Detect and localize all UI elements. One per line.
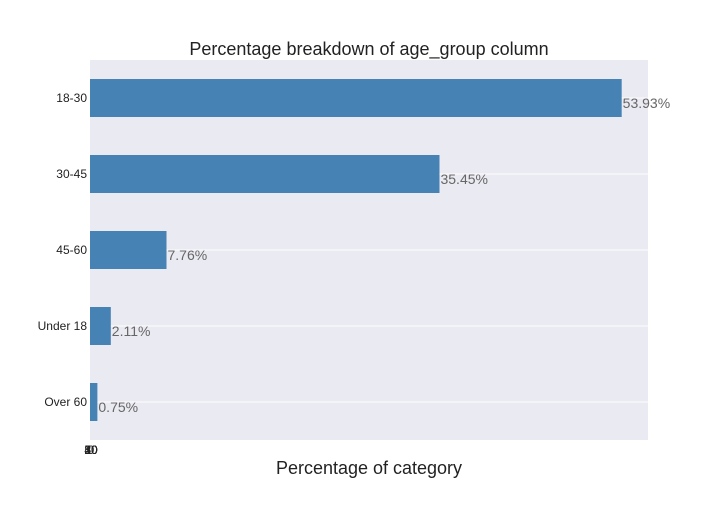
y-tick-label: 18-30 xyxy=(56,91,87,105)
data-label: 0.75% xyxy=(98,399,138,415)
bar xyxy=(90,79,622,117)
bar xyxy=(90,307,111,345)
data-label: 35.45% xyxy=(440,171,487,187)
y-tick-label: Under 18 xyxy=(38,319,88,333)
x-tick-label: 30 xyxy=(84,443,98,457)
data-label: 7.76% xyxy=(168,247,208,263)
bar xyxy=(90,383,98,421)
data-label: 53.93% xyxy=(623,95,670,111)
x-axis-label: Percentage of category xyxy=(276,458,462,478)
y-tick-label: Over 60 xyxy=(44,395,87,409)
chart-title: Percentage breakdown of age_group column xyxy=(189,39,548,60)
y-tick-label: 45-60 xyxy=(56,243,87,257)
bars xyxy=(90,79,622,421)
bar xyxy=(90,231,167,269)
x-tick-label: 50 xyxy=(84,443,98,457)
data-labels: 53.93% 35.45% 7.76% 2.11% 0.75% xyxy=(98,95,670,415)
y-tick-labels: 18-30 30-45 45-60 Under 18 Over 60 xyxy=(38,91,88,409)
y-tick-label: 30-45 xyxy=(56,167,87,181)
bar xyxy=(90,155,440,193)
x-tick-label: 40 xyxy=(84,443,98,457)
x-tick-label: 0 xyxy=(88,443,95,457)
data-label: 2.11% xyxy=(112,323,151,339)
x-tick-label: 10 xyxy=(84,443,98,457)
x-tick-label: 20 xyxy=(84,443,98,457)
